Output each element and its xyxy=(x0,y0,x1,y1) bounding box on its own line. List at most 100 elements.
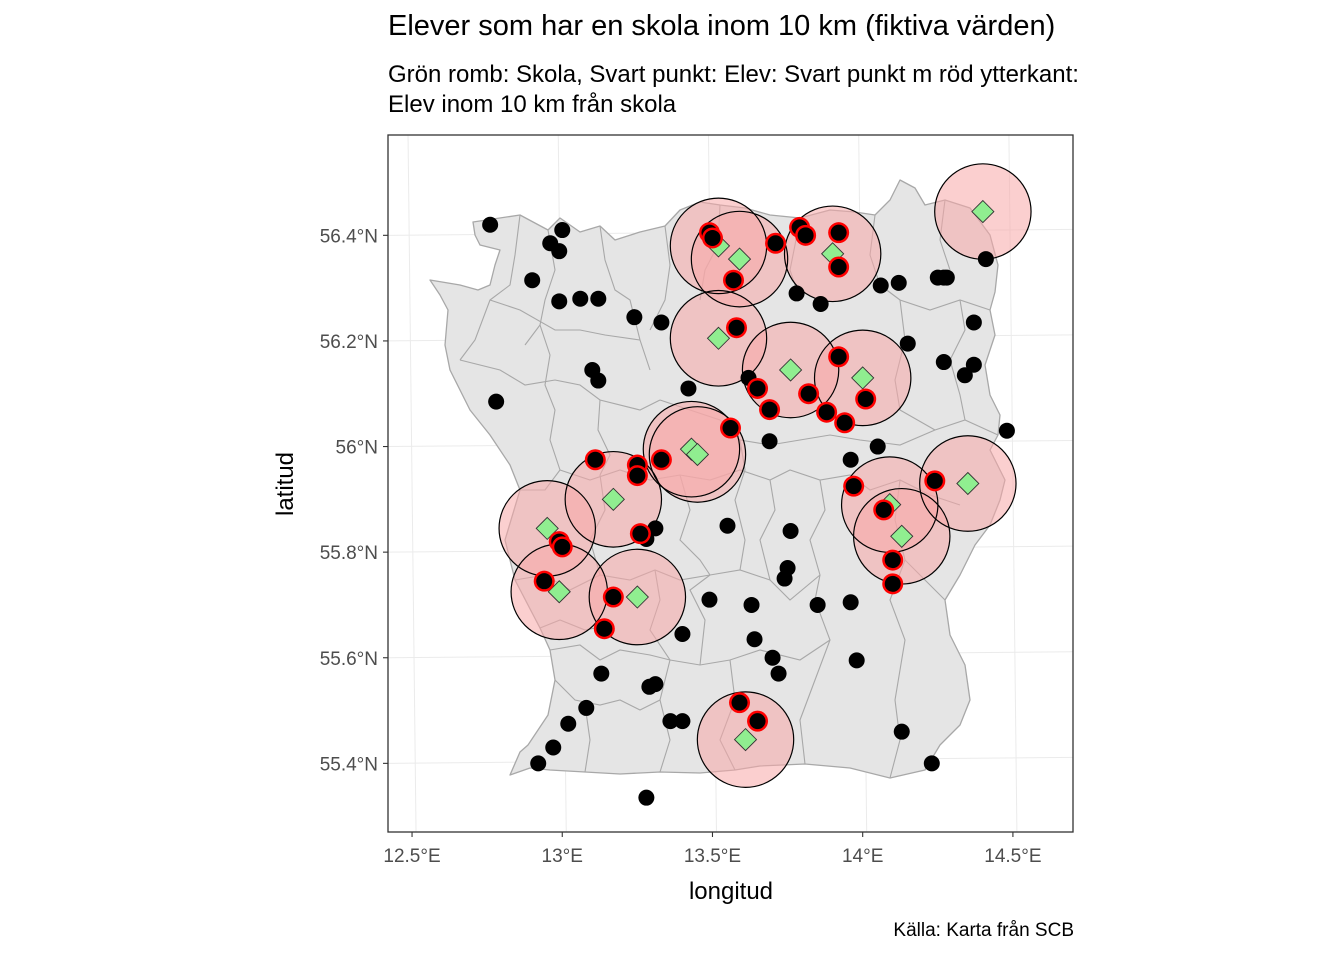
student-near-marker-6 xyxy=(830,259,847,276)
student-marker-50 xyxy=(578,699,595,716)
y-tick-label-1: 55.6°N xyxy=(320,649,378,670)
school-buffer-outline-7 xyxy=(642,400,741,498)
student-marker-3 xyxy=(551,243,568,260)
student-marker-22 xyxy=(938,269,955,286)
student-near-marker-10 xyxy=(749,380,766,397)
student-near-marker-1 xyxy=(704,229,721,246)
student-near-marker-11 xyxy=(761,401,778,418)
subtitle-line-1: Grön romb: Skola, Svart punkt: Elev: Sva… xyxy=(388,61,1079,88)
school-marker-5 xyxy=(778,358,803,382)
student-near-marker-2 xyxy=(767,235,784,252)
student-marker-27 xyxy=(956,367,973,384)
school-marker-4 xyxy=(706,326,731,350)
meridian-gridline-0 xyxy=(407,135,417,832)
school-marker-6 xyxy=(851,366,875,390)
student-marker-24 xyxy=(965,314,982,331)
school-buffer-outline-2 xyxy=(690,210,789,308)
student-marker-5 xyxy=(554,222,571,239)
student-marker-55 xyxy=(530,755,547,772)
student-marker-44 xyxy=(764,649,781,666)
student-near-marker-16 xyxy=(722,420,739,437)
student-near-marker-14 xyxy=(836,414,853,431)
school-buffer-outline-12 xyxy=(588,548,687,646)
school-buffer-outline-4 xyxy=(669,289,768,387)
student-marker-51 xyxy=(560,715,577,732)
student-near-marker-9 xyxy=(830,348,847,365)
x-tick-label-4: 14.5°E xyxy=(984,846,1041,867)
student-near-marker-13 xyxy=(818,404,835,421)
student-near-marker-23 xyxy=(632,525,649,542)
student-marker-26 xyxy=(965,356,982,373)
source-caption: Källa: Karta från SCB xyxy=(893,920,1074,941)
student-marker-38 xyxy=(701,591,718,608)
school-buffer-outline-8 xyxy=(648,406,747,503)
student-near-marker-26 xyxy=(596,620,613,637)
student-marker-4 xyxy=(551,293,568,310)
school-buffer-outline-5 xyxy=(741,321,840,419)
student-near-marker-22 xyxy=(554,538,571,555)
student-marker-41 xyxy=(842,594,859,611)
y-tick-label-2: 55.8°N xyxy=(320,543,378,564)
school-marker-8 xyxy=(685,442,710,467)
student-marker-42 xyxy=(746,631,763,648)
student-near-marker-33 xyxy=(749,713,766,730)
student-near-marker-30 xyxy=(884,552,901,569)
student-marker-23 xyxy=(977,251,994,268)
student-near-marker-25 xyxy=(605,589,622,606)
student-marker-28 xyxy=(998,422,1015,439)
student-marker-12 xyxy=(653,314,670,331)
student-near-marker-4 xyxy=(797,227,814,244)
student-near-marker-32 xyxy=(731,694,748,711)
school-marker-2 xyxy=(727,247,752,271)
student-near-marker-12 xyxy=(800,385,817,402)
x-tick-label-1: 13°E xyxy=(542,846,583,867)
student-near-marker-15 xyxy=(857,391,874,408)
x-tick-label-0: 12.5°E xyxy=(383,846,440,867)
student-marker-53 xyxy=(674,713,691,730)
school-buffer-outline-16 xyxy=(696,691,795,788)
student-marker-13 xyxy=(680,380,697,397)
student-marker-19 xyxy=(899,335,916,352)
student-near-marker-27 xyxy=(845,478,862,495)
student-marker-46 xyxy=(848,652,865,669)
student-marker-37 xyxy=(647,520,664,537)
y-tick-label-0: 55.4°N xyxy=(320,754,378,775)
y-axis: 55.4°N 55.6°N 55.8°N 56°N 56.2°N 56.4°N xyxy=(320,226,388,775)
student-near-marker-7 xyxy=(725,272,742,289)
school-marker-15 xyxy=(956,471,980,496)
y-tick-label-3: 56°N xyxy=(336,438,378,459)
x-tick-label-3: 14°E xyxy=(842,846,883,867)
student-marker-40 xyxy=(809,596,826,613)
student-near-marker-31 xyxy=(884,575,901,592)
student-marker-10 xyxy=(590,372,607,389)
student-marker-33 xyxy=(782,523,799,540)
x-axis-title: longitud xyxy=(689,878,773,905)
x-axis: 12.5°E 13°E 13.5°E 14°E 14.5°E xyxy=(383,832,1042,867)
x-tick-label-2: 13.5°E xyxy=(684,846,741,867)
student-marker-58 xyxy=(638,789,655,806)
student-marker-39 xyxy=(743,596,760,613)
student-near-marker-28 xyxy=(875,501,892,518)
student-near-marker-24 xyxy=(536,573,553,590)
student-marker-35 xyxy=(776,570,793,587)
y-axis-title: latitud xyxy=(272,452,299,516)
student-marker-0 xyxy=(482,216,499,233)
school-buffer-outline-6 xyxy=(813,329,912,427)
student-marker-8 xyxy=(488,393,505,410)
student-marker-18 xyxy=(890,274,907,291)
student-marker-7 xyxy=(590,290,607,307)
school-buffer-outline-15 xyxy=(919,435,1017,532)
map-title: Elever som har en skola inom 10 km (fikt… xyxy=(388,10,1056,42)
map-subtitle: Grön romb: Skola, Svart punkt: Elev: Sva… xyxy=(388,60,1288,120)
school-buffer-outline-3 xyxy=(783,205,882,303)
student-near-marker-5 xyxy=(830,224,847,241)
student-marker-52 xyxy=(662,713,679,730)
school-marker-14 xyxy=(890,524,914,548)
school-marker-0 xyxy=(971,199,995,224)
school-buffer-outline-9 xyxy=(564,450,663,548)
school-marker-9 xyxy=(601,487,625,511)
student-marker-15 xyxy=(788,285,805,302)
student-marker-31 xyxy=(761,433,778,450)
student-near-marker-29 xyxy=(926,472,943,489)
